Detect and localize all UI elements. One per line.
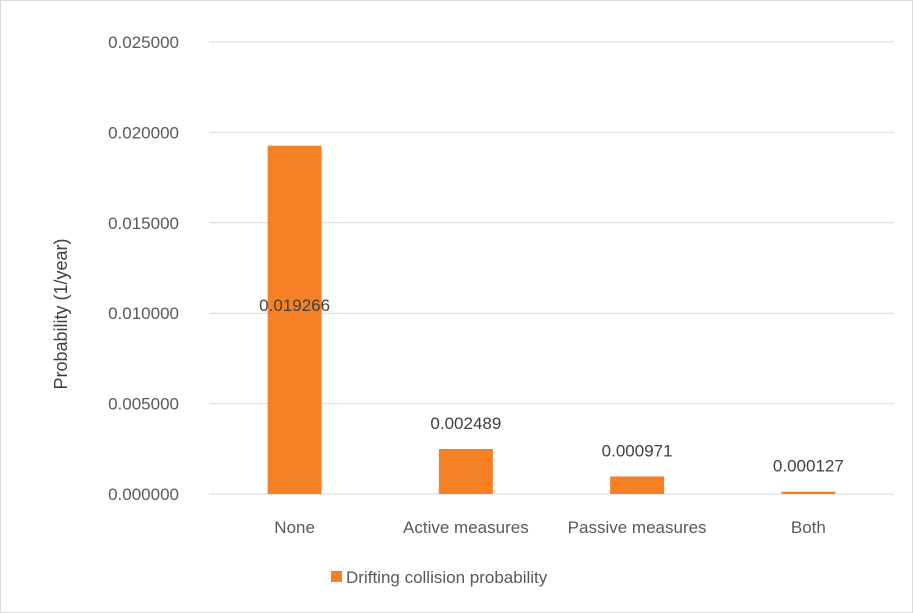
legend-label: Drifting collision probability: [346, 568, 548, 587]
data-label: 0.002489: [430, 414, 501, 433]
y-tick-label: 0.020000: [108, 123, 179, 142]
x-tick-label: None: [274, 518, 315, 537]
y-axis-title: Probability (1/year): [51, 238, 71, 389]
bar-both: [781, 491, 836, 494]
bar-passive-measures: [610, 476, 665, 494]
y-axis-tick-labels: 0.000000 0.005000 0.010000 0.015000 0.020000…: [108, 33, 179, 504]
y-tick-label: 0.025000: [108, 33, 179, 52]
legend: Drifting collision probability: [331, 568, 548, 587]
data-label: 0.000971: [602, 441, 673, 460]
x-tick-label: Both: [791, 518, 826, 537]
y-tick-label: 0.010000: [108, 304, 179, 323]
y-tick-label: 0.015000: [108, 214, 179, 233]
y-tick-label: 0.005000: [108, 395, 179, 414]
y-tick-label: 0.000000: [108, 485, 179, 504]
gridlines: [209, 41, 894, 495]
bars: [267, 145, 836, 494]
x-tick-label: Passive measures: [568, 518, 707, 537]
bar-active-measures: [438, 448, 493, 494]
data-labels: 0.019266 0.002489 0.000971 0.000127: [259, 296, 844, 476]
bar-none: [267, 145, 322, 494]
data-label: 0.000127: [773, 457, 844, 476]
x-tick-label: Active measures: [403, 518, 529, 537]
data-label: 0.019266: [259, 296, 330, 315]
legend-swatch: [331, 571, 342, 582]
x-axis-tick-labels: None Active measures Passive measures Both: [274, 518, 826, 537]
